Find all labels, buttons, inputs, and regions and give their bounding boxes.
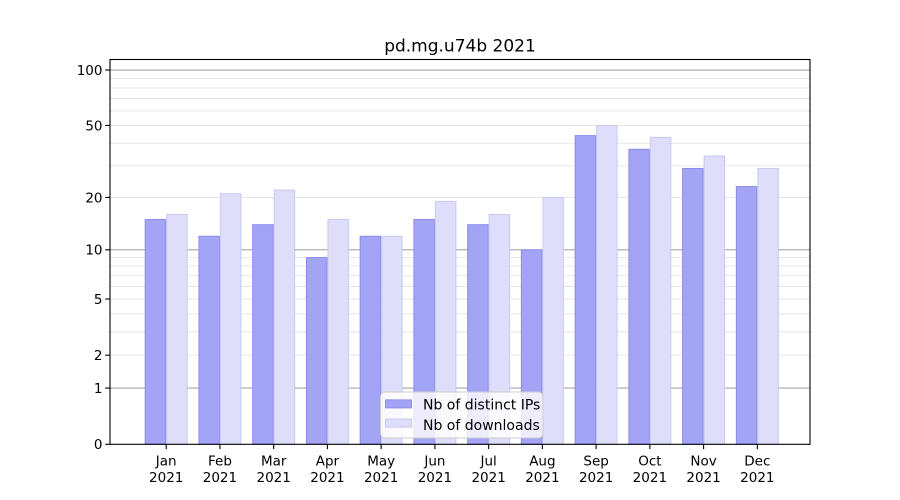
x-tick-label-apr: Apr — [316, 454, 340, 470]
bar-oct-nb-of-downloads — [649, 136, 672, 445]
bar-feb-nb-of-downloads — [219, 193, 242, 445]
x-tick-label-aug-year: 2021 — [525, 470, 559, 486]
bar-jan-nb-of-distinct-ips — [144, 218, 167, 445]
legend-box — [380, 391, 544, 439]
x-tick-label-jan: Jan — [155, 454, 177, 470]
x-tick-label-sep-year: 2021 — [579, 470, 613, 486]
bar-sep-nb-of-downloads — [596, 124, 618, 445]
x-tick-label-sep: Sep — [583, 454, 608, 470]
x-tick-label-jun: Jun — [423, 454, 445, 470]
x-tick-label-jan-year: 2021 — [149, 470, 183, 486]
bar-jan-nb-of-downloads — [166, 214, 188, 445]
bar-feb-nb-of-distinct-ips — [198, 235, 220, 445]
x-tick-label-apr-year: 2021 — [310, 470, 344, 486]
bar-nov-nb-of-distinct-ips — [682, 167, 704, 445]
x-tick-label-jul-year: 2021 — [471, 470, 505, 486]
legend-label-nb-of-distinct-ips: Nb of distinct IPs — [423, 397, 540, 413]
x-tick-label-dec-year: 2021 — [740, 470, 774, 486]
y-tick-label-0: 0 — [94, 437, 103, 453]
bar-sep-nb-of-distinct-ips — [574, 135, 597, 445]
legend-entry-nb-of-distinct-ips: Nb of distinct IPs — [385, 397, 540, 413]
legend-swatch-nb-of-downloads — [385, 418, 412, 428]
bar-dec-nb-of-distinct-ips — [735, 186, 758, 445]
bar-oct-nb-of-distinct-ips — [628, 148, 650, 445]
y-tick-label-10: 10 — [85, 243, 102, 259]
x-tick-label-nov: Nov — [690, 454, 716, 470]
bar-nov-nb-of-downloads — [703, 155, 726, 445]
bar-dec-nb-of-downloads — [757, 167, 779, 445]
y-tick-label-5: 5 — [94, 292, 103, 308]
x-tick-label-may-year: 2021 — [364, 470, 398, 486]
series-nb-of-distinct-ips — [144, 135, 758, 445]
x-tick-label-mar: Mar — [261, 454, 287, 470]
x-tick-label-jul: Jul — [479, 454, 496, 470]
bar-mar-nb-of-distinct-ips — [252, 224, 274, 445]
bar-may-nb-of-distinct-ips — [359, 235, 382, 445]
x-tick-label-jun-year: 2021 — [418, 470, 452, 486]
y-axis: 0 1 2 5 10 20 50 100 — [77, 63, 110, 453]
x-axis: Jan2021Feb2021Mar2021Apr2021May2021Jun20… — [149, 444, 775, 486]
legend-label-nb-of-downloads: Nb of downloads — [423, 418, 540, 434]
y-tick-label-20: 20 — [85, 190, 102, 206]
bars — [144, 124, 779, 445]
x-tick-label-mar-year: 2021 — [257, 470, 291, 486]
x-tick-label-aug: Aug — [529, 454, 555, 470]
bar-apr-nb-of-distinct-ips — [305, 257, 328, 445]
legend-entry-nb-of-downloads: Nb of downloads — [385, 418, 540, 434]
y-tick-label-50: 50 — [85, 118, 102, 134]
x-tick-label-oct-year: 2021 — [633, 470, 667, 486]
legend: Nb of distinct IPs Nb of downloads — [380, 391, 544, 439]
y-tick-label-1: 1 — [94, 381, 103, 397]
plot-frame — [109, 58, 811, 445]
y-tick-label-100: 100 — [77, 63, 103, 79]
x-tick-label-feb: Feb — [208, 454, 232, 470]
x-tick-label-dec: Dec — [744, 454, 770, 470]
x-tick-label-may: May — [367, 454, 395, 470]
x-tick-label-feb-year: 2021 — [203, 470, 237, 486]
bar-mar-nb-of-downloads — [273, 189, 296, 445]
bar-apr-nb-of-downloads — [327, 218, 349, 445]
legend-swatch-nb-of-distinct-ips — [385, 399, 412, 409]
x-tick-label-oct: Oct — [638, 454, 661, 470]
chart-title: pd.mg.u74b 2021 — [384, 37, 536, 57]
y-tick-label-2: 2 — [94, 348, 103, 364]
bar-aug-nb-of-downloads — [542, 196, 564, 445]
x-tick-label-nov-year: 2021 — [686, 470, 720, 486]
